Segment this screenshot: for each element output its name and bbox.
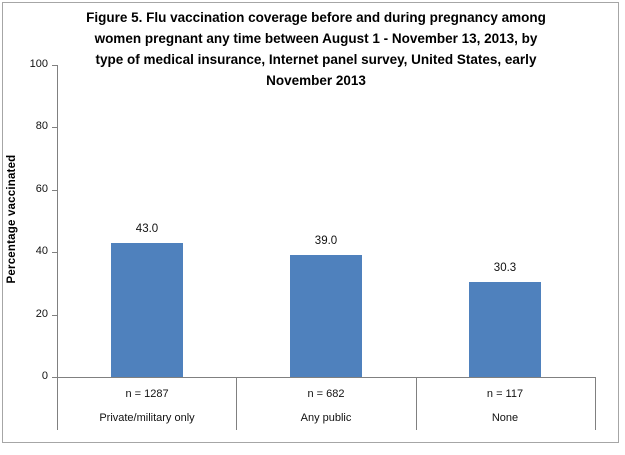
bar-value-label: 39.0	[314, 235, 338, 247]
category-divider	[595, 377, 596, 430]
y-tick-label: 80	[35, 120, 48, 132]
chart-title-line: type of medical insurance, Internet pane…	[95, 52, 537, 67]
category-label: Private/military only	[99, 412, 195, 424]
y-tick-mark	[52, 252, 57, 253]
category-sample-size: n = 1287	[125, 388, 169, 400]
chart-title-line: November 2013	[266, 73, 366, 88]
y-tick-label: 60	[35, 183, 48, 195]
y-tick-label: 20	[35, 308, 48, 320]
y-tick-label: 100	[29, 58, 48, 70]
category-sample-size: n = 682	[307, 388, 345, 400]
bar-value-label: 43.0	[135, 223, 159, 235]
category-label: Any public	[300, 412, 352, 424]
chart-title-line: Figure 5. Flu vaccination coverage befor…	[86, 10, 546, 25]
y-tick-mark	[52, 315, 57, 316]
bar-value-label: 30.3	[493, 262, 517, 274]
category-divider	[236, 377, 237, 430]
bar	[290, 255, 362, 377]
y-axis-line	[57, 65, 58, 430]
y-tick-label: 40	[35, 245, 48, 257]
category-label: None	[491, 412, 519, 424]
chart-title: Figure 5. Flu vaccination coverage befor…	[20, 7, 612, 91]
y-tick-label: 0	[41, 370, 48, 382]
y-tick-mark	[52, 127, 57, 128]
category-sample-size: n = 117	[486, 388, 524, 400]
category-divider	[416, 377, 417, 430]
bar	[469, 282, 541, 377]
bar	[111, 243, 183, 377]
category-divider	[57, 377, 58, 430]
y-tick-mark	[52, 190, 57, 191]
y-tick-mark	[52, 377, 57, 378]
x-axis-line	[57, 377, 596, 378]
y-tick-mark	[52, 65, 57, 66]
chart-title-line: women pregnant any time between August 1…	[94, 31, 538, 46]
